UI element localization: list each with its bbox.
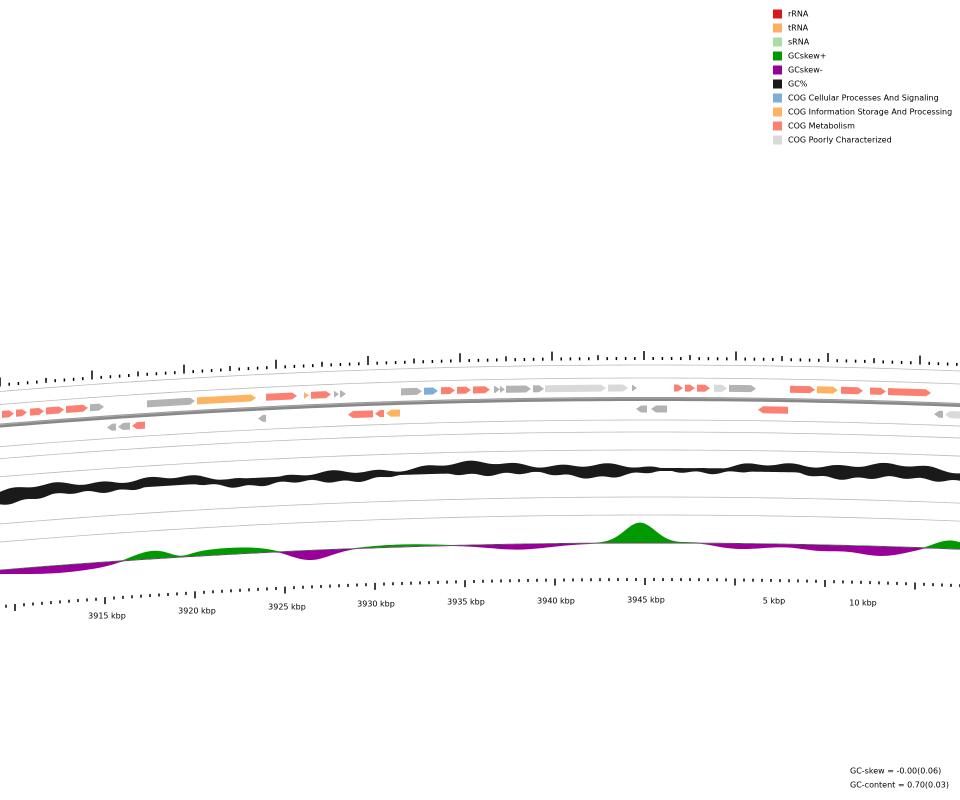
legend-swatch	[773, 107, 782, 117]
gene	[16, 409, 27, 417]
gene	[375, 409, 384, 418]
legend-label: rRNA	[788, 10, 809, 19]
gene	[674, 384, 683, 392]
gene	[651, 405, 667, 413]
legend-swatch	[773, 9, 782, 19]
legend-swatch	[773, 37, 782, 47]
gene	[147, 397, 195, 408]
legend-label: COG Information Storage And Processing	[788, 108, 952, 117]
legend-label: tRNA	[788, 24, 809, 33]
backbone	[0, 396, 960, 428]
gene	[494, 386, 500, 394]
gc-skew-stat: GC-skew = -0.00(0.06)	[850, 767, 941, 776]
gene	[817, 386, 838, 394]
gene	[386, 409, 400, 417]
gene	[533, 385, 544, 393]
gene	[841, 386, 863, 395]
ruler-label: 3925 kbp	[268, 603, 306, 612]
gene	[934, 410, 943, 418]
gene	[340, 390, 346, 398]
ruler-labels: 3915 kbp 3920 kbp 3925 kbp 3930 kbp 3935 kbp…	[88, 596, 877, 621]
gene	[945, 411, 960, 419]
legend-label: GCskew-	[788, 66, 823, 75]
track-ring	[0, 377, 960, 405]
legend-swatch	[773, 51, 782, 61]
gene	[500, 385, 505, 393]
gene	[348, 410, 373, 419]
gene	[2, 410, 14, 418]
gene	[441, 387, 455, 395]
legend-swatch	[773, 65, 782, 75]
ruler-label: 5 kbp	[763, 597, 785, 606]
gene	[132, 421, 145, 430]
gene	[714, 384, 727, 392]
gene	[790, 385, 815, 394]
gene	[888, 388, 931, 397]
gene	[90, 403, 104, 412]
gene	[685, 384, 695, 392]
gene	[608, 384, 628, 392]
ruler-label: 3945 kbp	[627, 596, 665, 605]
track-ring	[0, 514, 960, 543]
track-ring	[0, 419, 960, 448]
track-ring	[0, 364, 960, 392]
gene	[473, 386, 490, 394]
gene	[506, 385, 531, 393]
legend-swatch	[773, 23, 782, 33]
ruler-label: 3930 kbp	[357, 600, 395, 609]
gene	[636, 405, 647, 413]
tracks	[0, 351, 960, 611]
ruler-label: 3940 kbp	[537, 597, 575, 606]
gene	[197, 394, 256, 405]
gene	[632, 384, 637, 392]
legend-label: COG Poorly Characterized	[788, 136, 892, 145]
legend-label: GC%	[788, 80, 808, 89]
gene	[66, 404, 88, 413]
legend-label: COG Cellular Processes And Signaling	[788, 94, 939, 103]
gene	[424, 387, 438, 395]
gene	[545, 384, 606, 393]
legend-label: COG Metabolism	[788, 122, 855, 131]
gene	[258, 414, 266, 422]
track-ring	[0, 449, 960, 478]
gene	[107, 423, 116, 431]
legend-swatch	[773, 121, 782, 131]
gene	[334, 390, 339, 398]
legend-swatch	[773, 79, 782, 89]
ruler-label: 3915 kbp	[88, 612, 126, 621]
gene	[311, 391, 331, 399]
gene	[304, 392, 309, 400]
gene	[457, 386, 471, 394]
gene	[758, 406, 788, 414]
backbone-highlight	[0, 397, 960, 426]
gene	[729, 384, 756, 393]
gene	[697, 384, 710, 392]
ruler-label: 10 kbp	[849, 599, 877, 608]
legend-swatch	[773, 93, 782, 103]
gene	[401, 387, 422, 396]
gene	[266, 392, 297, 401]
legend-label: sRNA	[788, 38, 810, 47]
track-ring	[0, 496, 960, 525]
legend-label: GCskew+	[788, 52, 826, 61]
gene	[30, 407, 44, 416]
gene	[870, 387, 886, 395]
gc-content-stat: GC-content = 0.70(0.03)	[850, 781, 949, 790]
ruler-label: 3935 kbp	[447, 598, 485, 607]
track-ring	[0, 431, 960, 460]
gc-skew-negative	[0, 543, 960, 575]
legend-swatch	[773, 135, 782, 145]
gene	[46, 406, 64, 415]
ruler-label: 3920 kbp	[178, 607, 216, 616]
gc-content	[0, 460, 960, 505]
legend: rRNA tRNA sRNA GCskew+ GCskew- GC% COG Cellula…	[773, 9, 952, 145]
gene	[118, 422, 130, 430]
